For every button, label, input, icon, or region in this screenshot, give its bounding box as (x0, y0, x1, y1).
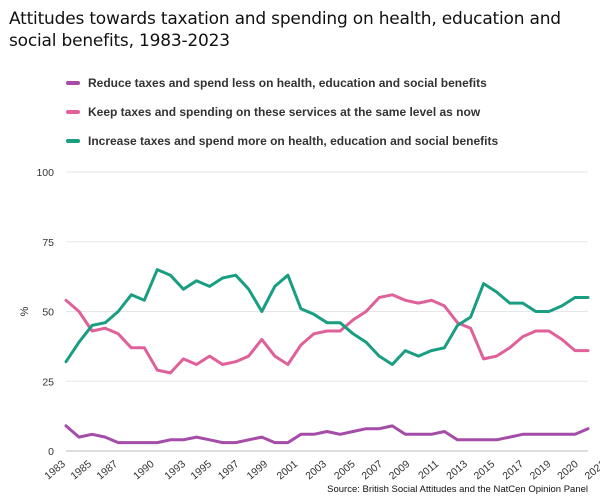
x-tick-label: 2005 (332, 458, 358, 482)
x-tick-label: 2007 (359, 458, 385, 482)
series-line-2 (64, 268, 590, 366)
legend-swatch-reduce (66, 81, 80, 85)
chart-title: Attitudes towards taxation and spending … (9, 9, 561, 51)
x-tick-label: 2020 (555, 458, 581, 482)
x-tick-label: 1999 (245, 458, 271, 482)
legend-label-keep: Keep taxes and spending on these service… (88, 105, 481, 119)
y-axis-label: % (19, 306, 31, 316)
x-tick-label: 2001 (275, 458, 301, 482)
x-tick-label: 1997 (216, 458, 242, 482)
series-line-1 (64, 293, 590, 375)
x-tick-label: 1987 (95, 458, 121, 482)
y-tick-label: 50 (42, 307, 54, 319)
legend-item-keep: Keep taxes and spending on these service… (66, 103, 498, 121)
y-tick-label: 100 (36, 167, 54, 179)
y-tick-label: 0 (48, 446, 54, 458)
legend-label-increase: Increase taxes and spend more on health,… (88, 134, 499, 148)
x-tick-label: 2017 (500, 458, 526, 482)
x-tick-label: 1990 (131, 458, 157, 482)
x-tick-label: 2019 (528, 458, 554, 482)
legend-label-reduce: Reduce taxes and spend less on health, e… (88, 76, 487, 90)
x-tick-label: 2011 (416, 458, 441, 482)
series-line-0 (64, 424, 590, 445)
y-tick-label: 75 (42, 237, 54, 249)
x-tick-label: 2021 (583, 458, 600, 482)
y-tick-label: 25 (42, 376, 54, 388)
legend: Reduce taxes and spend less on health, e… (66, 74, 498, 161)
legend-item-reduce: Reduce taxes and spend less on health, e… (66, 74, 498, 92)
x-tick-label: 2009 (387, 458, 413, 482)
source-note: Source: British Social Attitudes and the… (327, 484, 588, 495)
x-tick-label: 1985 (68, 458, 94, 482)
x-tick-label: 2015 (472, 458, 498, 482)
legend-swatch-keep (66, 110, 80, 114)
x-tick-label: 2013 (444, 458, 470, 482)
x-tick-label: 1995 (188, 458, 214, 482)
x-tick-label: 1983 (42, 458, 68, 482)
x-tick-label: 2003 (303, 458, 329, 482)
legend-item-increase: Increase taxes and spend more on health,… (66, 132, 498, 150)
legend-swatch-increase (66, 139, 80, 143)
x-tick-label: 1993 (162, 458, 188, 482)
